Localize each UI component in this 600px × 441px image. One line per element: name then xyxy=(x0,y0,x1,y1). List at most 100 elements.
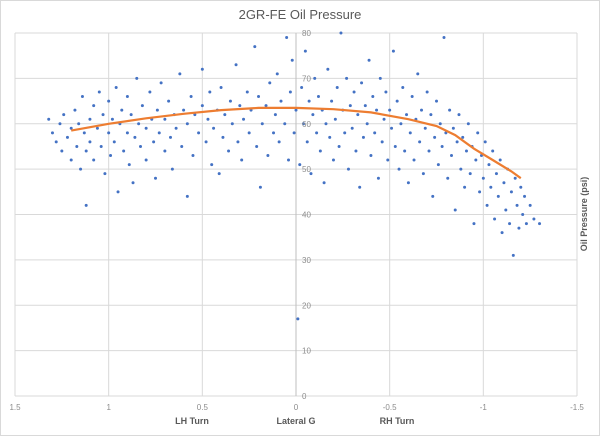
data-point xyxy=(200,104,204,108)
data-point xyxy=(255,144,259,148)
data-point xyxy=(221,135,225,139)
data-point xyxy=(296,317,300,321)
data-point xyxy=(95,126,99,130)
data-point xyxy=(309,172,313,176)
data-point xyxy=(446,176,450,180)
data-point xyxy=(361,135,365,139)
data-point xyxy=(408,131,412,135)
data-point xyxy=(140,104,144,108)
data-point xyxy=(112,140,116,144)
data-point xyxy=(532,217,536,221)
chart-title: 2GR-FE Oil Pressure xyxy=(239,7,362,22)
data-point xyxy=(210,163,214,167)
data-point xyxy=(288,90,292,94)
data-point xyxy=(316,95,320,99)
data-point xyxy=(420,108,424,112)
data-point xyxy=(242,117,246,121)
data-point xyxy=(354,149,358,153)
data-point xyxy=(152,140,156,144)
data-point xyxy=(363,104,367,108)
y-tick-label: 40 xyxy=(302,211,311,220)
y-axis-title: Oil Pressure (psi) xyxy=(579,177,589,252)
y-tick-label: 70 xyxy=(302,74,311,83)
data-point xyxy=(382,117,386,121)
data-point xyxy=(137,122,141,126)
data-point xyxy=(268,81,272,85)
data-point xyxy=(294,108,298,112)
x-tick-label: -1.5 xyxy=(570,403,584,412)
data-point xyxy=(435,99,438,103)
data-point xyxy=(273,113,277,117)
data-point xyxy=(200,67,204,71)
data-point xyxy=(508,222,512,226)
data-point xyxy=(358,185,362,189)
data-point xyxy=(464,149,468,153)
data-point xyxy=(515,203,519,207)
data-point xyxy=(397,167,401,171)
data-point xyxy=(371,95,375,99)
data-point xyxy=(478,190,482,194)
data-point xyxy=(423,126,427,130)
data-point xyxy=(285,36,289,40)
data-point xyxy=(88,117,92,121)
data-point xyxy=(481,176,485,180)
data-point xyxy=(433,135,437,139)
data-point xyxy=(236,140,240,144)
data-point xyxy=(373,131,377,135)
data-point xyxy=(449,154,453,158)
data-point xyxy=(125,131,129,135)
data-point xyxy=(227,149,231,153)
y-tick-label: 0 xyxy=(302,392,307,401)
data-point xyxy=(436,163,440,167)
data-point xyxy=(277,140,281,144)
data-point xyxy=(474,158,478,162)
data-point xyxy=(410,95,414,99)
data-point xyxy=(348,104,352,108)
data-point xyxy=(315,131,319,135)
data-point xyxy=(245,90,249,94)
data-point xyxy=(412,158,416,162)
data-point xyxy=(163,117,167,121)
data-point xyxy=(79,167,83,171)
data-point xyxy=(451,126,455,130)
data-point xyxy=(391,49,395,53)
data-point xyxy=(65,135,69,139)
data-point xyxy=(405,113,409,117)
data-point xyxy=(500,231,504,235)
data-point xyxy=(337,144,341,148)
data-point xyxy=(47,117,51,121)
lh-turn-label: LH Turn xyxy=(175,416,209,426)
data-point xyxy=(438,122,442,126)
data-point xyxy=(219,85,223,89)
data-point xyxy=(75,144,79,148)
data-point xyxy=(313,76,317,80)
y-tick-label: 80 xyxy=(302,29,311,38)
data-point xyxy=(519,185,523,189)
data-point xyxy=(425,90,429,94)
data-point xyxy=(109,154,113,158)
data-point xyxy=(133,135,137,139)
data-point xyxy=(283,122,287,126)
data-point xyxy=(120,108,124,112)
data-point xyxy=(99,144,103,148)
data-point xyxy=(416,72,420,76)
data-point xyxy=(339,31,343,35)
data-point xyxy=(459,167,463,171)
data-point xyxy=(386,158,390,162)
data-point xyxy=(103,172,107,176)
data-point xyxy=(238,104,242,108)
data-point xyxy=(223,113,227,117)
data-point xyxy=(185,122,189,126)
data-point xyxy=(88,140,92,144)
data-point xyxy=(421,172,425,176)
data-point xyxy=(144,158,148,162)
data-point xyxy=(494,172,498,176)
data-point xyxy=(457,113,461,117)
data-point xyxy=(485,203,489,207)
data-point xyxy=(62,113,66,117)
data-point xyxy=(247,131,251,135)
x-axis-title: Lateral G xyxy=(276,416,315,426)
data-point xyxy=(116,190,120,194)
data-point xyxy=(204,140,208,144)
data-point xyxy=(258,185,262,189)
